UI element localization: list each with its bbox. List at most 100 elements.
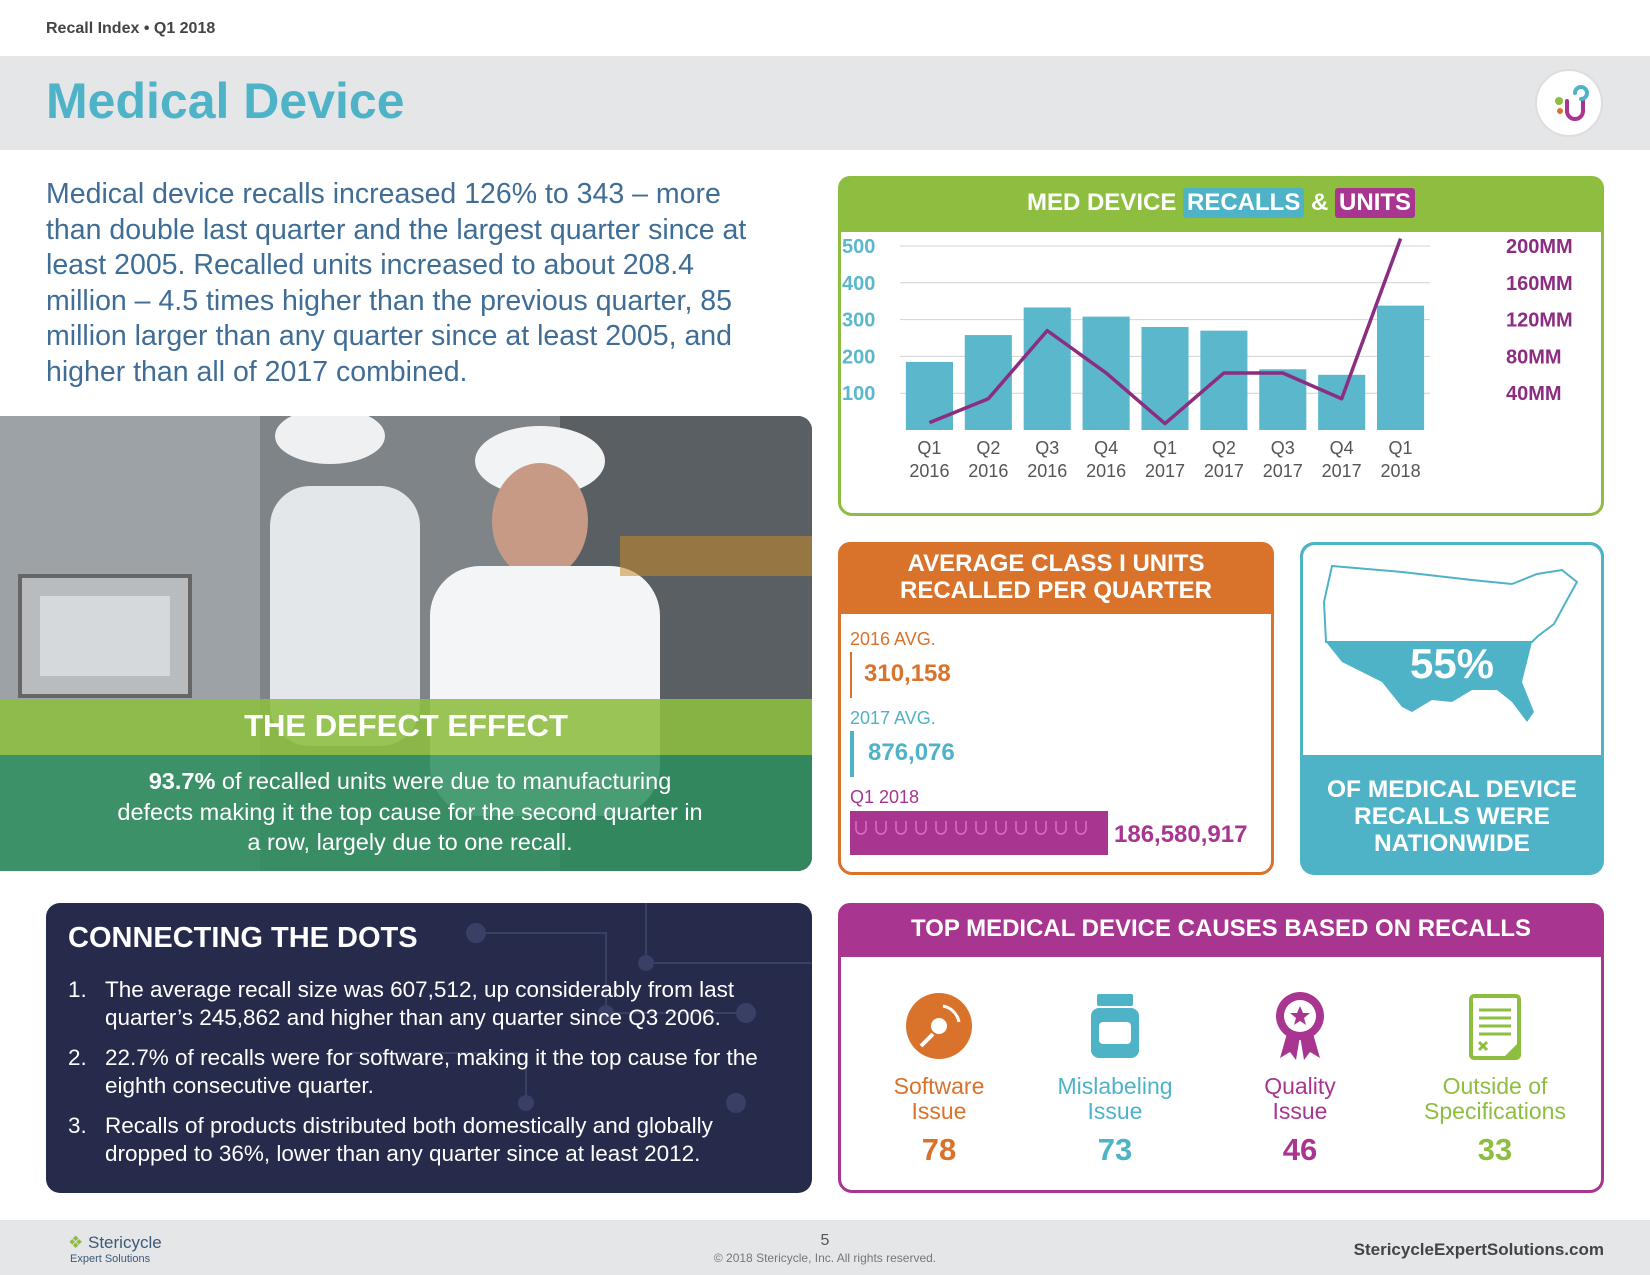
avg-2017-value: 876,076 xyxy=(868,739,955,766)
cause-label-line1: Mislabeling xyxy=(1057,1073,1173,1099)
list-item: 3. Recalls of products distributed both … xyxy=(68,1112,768,1168)
chart-title-units: UNITS xyxy=(1335,188,1416,218)
chart-bar xyxy=(1200,330,1248,430)
y-right-tick-label: 80MM xyxy=(1506,346,1562,368)
notepad-icon xyxy=(1469,994,1521,1060)
list-text: 22.7% of recalls were for software, maki… xyxy=(105,1045,758,1098)
q1-2018-label: Q1 2018 xyxy=(850,787,920,807)
chart-bar xyxy=(905,361,953,430)
x-tick-label-quarter: Q4 xyxy=(1330,438,1354,458)
x-tick-label-year: 2017 xyxy=(1322,461,1362,481)
cause-count: 33 xyxy=(1477,1132,1513,1167)
class-units-title-line2: RECALLED PER QUARTER xyxy=(899,577,1212,604)
cause-count: 46 xyxy=(1282,1132,1318,1167)
cause-label-line1: Outside of xyxy=(1442,1073,1548,1099)
chart-title-amp: & xyxy=(1311,189,1329,216)
disc-icon xyxy=(906,993,972,1059)
x-tick-label-quarter: Q4 xyxy=(1094,438,1118,458)
cause-label-line2: Issue xyxy=(1272,1098,1328,1124)
cause-software: Software Issue 78 xyxy=(854,990,1024,1168)
chart-bar xyxy=(964,335,1012,430)
defect-body: of recalled units were due to manufactur… xyxy=(117,768,703,855)
site-link[interactable]: StericycleExpertSolutions.com xyxy=(1353,1240,1604,1259)
y-right-tick-label: 120MM xyxy=(1506,310,1573,332)
list-number: 2. xyxy=(68,1045,87,1070)
x-tick-label-quarter: Q1 xyxy=(917,438,941,458)
brand-mark-icon: ❖ xyxy=(68,1233,84,1252)
cause-label-line2: Specifications xyxy=(1424,1098,1566,1124)
cause-quality: Quality Issue 46 xyxy=(1215,990,1385,1168)
brand-logo: ❖ Stericycle xyxy=(68,1233,162,1253)
x-tick-label-quarter: Q1 xyxy=(1389,438,1413,458)
x-tick-label-quarter: Q2 xyxy=(976,438,1000,458)
y-right-tick-label: 40MM xyxy=(1506,383,1562,405)
avg-2017-label: 2017 AVG. xyxy=(850,708,936,728)
chart-title-recalls: RECALLS xyxy=(1183,188,1305,218)
x-tick-label-year: 2016 xyxy=(968,461,1008,481)
causes-header xyxy=(838,903,1604,957)
x-tick-label-quarter: Q1 xyxy=(1153,438,1177,458)
footer xyxy=(0,1220,1650,1275)
cause-label-line2: Issue xyxy=(911,1098,967,1124)
q1-2018-value: 186,580,917 xyxy=(1114,821,1248,848)
page-number: 5 xyxy=(820,1232,830,1249)
intro-paragraph: Medical device recalls increased 126% to… xyxy=(46,178,747,388)
cause-label-line1: Quality xyxy=(1264,1073,1336,1099)
y-left-tick-label: 500 xyxy=(842,236,875,258)
causes-title: TOP MEDICAL DEVICE CAUSES BASED ON RECAL… xyxy=(910,915,1532,942)
breadcrumb: Recall Index • Q1 2018 xyxy=(46,20,216,37)
class-units-title-line1: AVERAGE CLASS I UNITS xyxy=(907,550,1205,577)
y-right-tick-label: 160MM xyxy=(1506,273,1573,295)
avg-2016-label: 2016 AVG. xyxy=(850,629,936,649)
jar-icon xyxy=(1091,994,1139,1058)
x-tick-label-quarter: Q3 xyxy=(1035,438,1059,458)
chart-title: MED DEVICE RECALLS & UNITS xyxy=(838,188,1604,218)
list-item: 2. 22.7% of recalls were for software, m… xyxy=(68,1044,768,1100)
chart-bar xyxy=(1377,305,1425,430)
us-map-icon xyxy=(1322,564,1579,722)
cause-mislabeling: Mislabeling Issue 73 xyxy=(1030,990,1200,1168)
x-tick-label-year: 2017 xyxy=(1263,461,1303,481)
x-tick-label-year: 2017 xyxy=(1145,461,1185,481)
x-tick-label-quarter: Q2 xyxy=(1212,438,1236,458)
list-text: Recalls of products distributed both dom… xyxy=(105,1113,713,1166)
avg-2017-bar xyxy=(850,731,854,777)
cause-label-line1: Software xyxy=(893,1073,985,1099)
y-left-tick-label: 400 xyxy=(842,273,875,295)
x-tick-label-year: 2016 xyxy=(1027,461,1067,481)
page-title: Medical Device xyxy=(46,73,405,129)
x-tick-label-year: 2017 xyxy=(1204,461,1244,481)
x-tick-label-year: 2016 xyxy=(909,461,949,481)
class-units-title: AVERAGE CLASS I UNITS RECALLED PER QUART… xyxy=(838,550,1274,604)
brand-subtitle: Expert Solutions xyxy=(70,1253,151,1265)
x-tick-label-year: 2016 xyxy=(1086,461,1126,481)
y-left-tick-label: 200 xyxy=(842,346,875,368)
chart-bar xyxy=(1023,307,1071,430)
list-number: 1. xyxy=(68,977,87,1002)
list-text: The average recall size was 607,512, up … xyxy=(105,977,735,1030)
stethoscope-logo-icon xyxy=(1535,69,1603,137)
brand-name: Stericycle xyxy=(87,1233,162,1252)
defect-text: 93.7% of recalled units were due to manu… xyxy=(110,766,710,858)
cause-label-line2: Issue xyxy=(1087,1098,1143,1124)
avg-2016-value: 310,158 xyxy=(864,660,951,687)
class-units-header xyxy=(838,542,1274,614)
avg-2016-bar xyxy=(850,652,852,698)
y-left-tick-label: 300 xyxy=(842,310,875,332)
award-icon xyxy=(1276,992,1324,1060)
defect-body-band xyxy=(0,755,812,871)
y-right-tick-label: 200MM xyxy=(1506,236,1573,258)
recalls-units-chart: 500 400 300 200 100 200MM 160MM 120MM 80MM 40MM Q1… xyxy=(842,236,1573,481)
nationwide-text: OF MEDICAL DEVICE RECALLS WERE NATIONWID… xyxy=(1326,776,1577,857)
defect-title: THE DEFECT EFFECT xyxy=(244,708,568,743)
list-item: 1. The average recall size was 607,512, … xyxy=(68,976,768,1032)
cause-specifications: Outside of Specifications 33 xyxy=(1410,990,1580,1168)
cause-count: 73 xyxy=(1097,1132,1133,1167)
chart-title-prefix: MED DEVICE xyxy=(1026,189,1177,216)
y-left-tick-label: 100 xyxy=(842,383,875,405)
x-tick-label-year: 2018 xyxy=(1381,461,1421,481)
connecting-dots-panel xyxy=(46,903,812,1193)
connecting-dots-title: CONNECTING THE DOTS xyxy=(68,922,418,954)
defect-highlight: 93.7% xyxy=(148,768,216,794)
x-tick-label-quarter: Q3 xyxy=(1271,438,1295,458)
